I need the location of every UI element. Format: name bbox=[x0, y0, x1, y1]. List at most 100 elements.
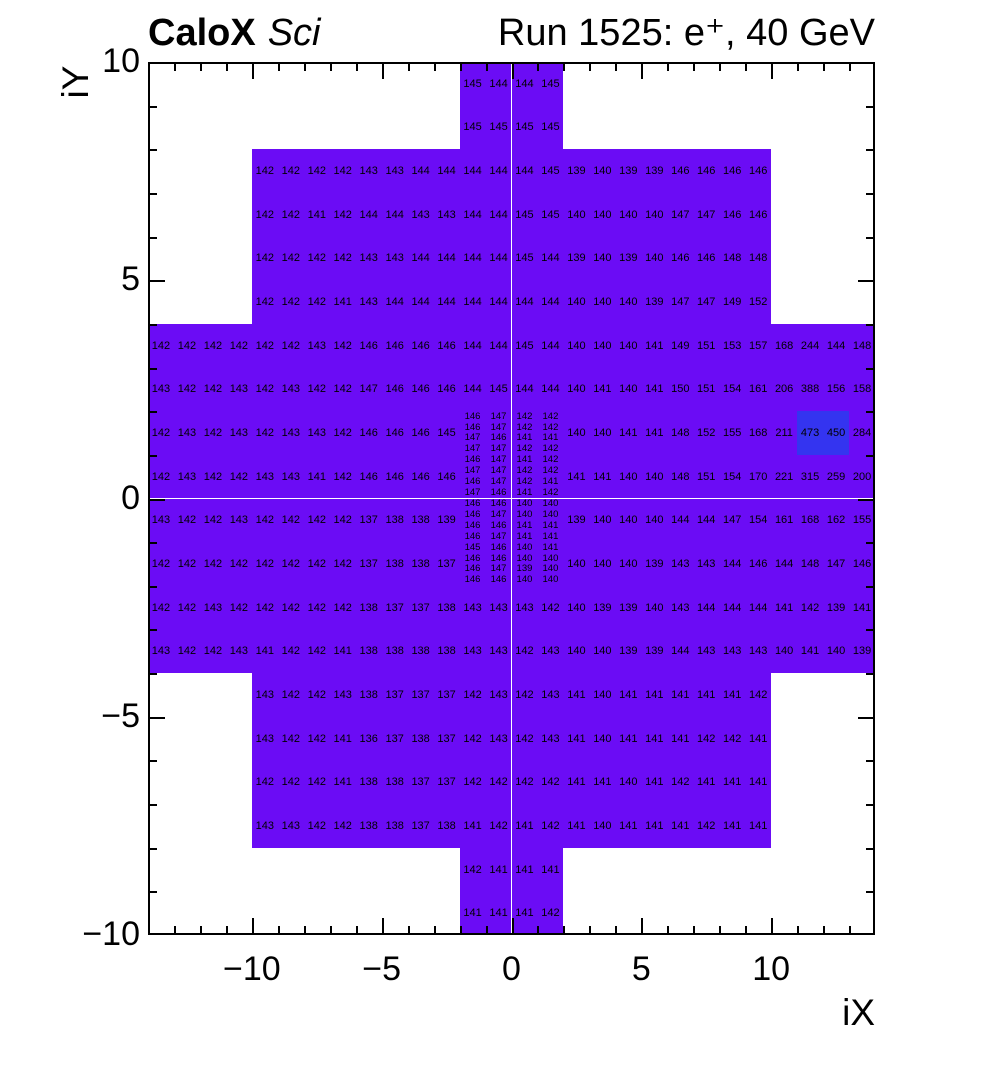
x-tick bbox=[512, 918, 514, 933]
heatmap-cell: 161 bbox=[771, 498, 798, 543]
heatmap-cell: 141 bbox=[329, 716, 356, 761]
x-tick bbox=[849, 926, 851, 933]
x-tick bbox=[667, 64, 669, 71]
heatmap-cell: 141 bbox=[563, 804, 590, 848]
x-tick-label: −10 bbox=[223, 950, 281, 988]
heatmap-cell: 141 bbox=[615, 804, 642, 848]
heatmap-cell: 143 bbox=[537, 629, 564, 674]
heatmap-cell: 140 bbox=[563, 585, 590, 630]
y-tick bbox=[150, 368, 157, 370]
heatmap-cell: 143 bbox=[251, 454, 278, 499]
heatmap-cell: 141 bbox=[511, 891, 538, 935]
heatmap-cell: 142 bbox=[537, 411, 564, 423]
y-tick-label: −10 bbox=[82, 915, 140, 953]
heatmap-cell: 139 bbox=[641, 542, 668, 586]
x-tick bbox=[589, 926, 591, 933]
x-tick bbox=[797, 926, 799, 933]
heatmap-cell: 144 bbox=[433, 280, 460, 324]
heatmap-cell: 147 bbox=[693, 192, 720, 237]
x-tick bbox=[667, 926, 669, 933]
heatmap-cell: 151 bbox=[693, 367, 720, 412]
heatmap-cell: 146 bbox=[381, 454, 408, 499]
heatmap-cell: 140 bbox=[589, 673, 616, 717]
heatmap-cell: 139 bbox=[615, 236, 642, 281]
heatmap-cell: 142 bbox=[511, 411, 538, 423]
x-tick-label: 0 bbox=[502, 950, 521, 988]
heatmap-cell: 141 bbox=[589, 367, 616, 412]
heatmap-cell: 144 bbox=[667, 629, 694, 674]
heatmap-cell: 144 bbox=[693, 585, 720, 630]
heatmap-cell: 156 bbox=[823, 367, 850, 412]
heatmap-cell: 144 bbox=[511, 280, 538, 324]
heatmap-cell: 473 bbox=[797, 411, 824, 455]
heatmap-cell: 143 bbox=[251, 804, 278, 848]
heatmap-cell: 143 bbox=[407, 192, 434, 237]
heatmap-cell: 141 bbox=[537, 520, 564, 532]
heatmap-cell: 142 bbox=[199, 411, 226, 455]
heatmap-cell: 142 bbox=[511, 716, 538, 761]
y-tick bbox=[150, 542, 157, 544]
heatmap-cell: 142 bbox=[303, 760, 330, 805]
heatmap-cell: 143 bbox=[277, 367, 304, 412]
heatmap-cell: 146 bbox=[355, 454, 382, 499]
heatmap-cell: 140 bbox=[563, 629, 590, 674]
heatmap-cell: 148 bbox=[719, 236, 746, 281]
heatmap-cell: 146 bbox=[355, 411, 382, 455]
x-tick bbox=[330, 64, 332, 71]
x-tick bbox=[719, 926, 721, 933]
heatmap-cell: 140 bbox=[615, 192, 642, 237]
heatmap-cell: 142 bbox=[199, 454, 226, 499]
heatmap-cell: 146 bbox=[485, 498, 512, 510]
heatmap-cell: 147 bbox=[667, 192, 694, 237]
heatmap-cell: 142 bbox=[537, 422, 564, 434]
heatmap-cell: 158 bbox=[849, 367, 875, 412]
heatmap-cell: 148 bbox=[667, 454, 694, 499]
heatmap-cell: 140 bbox=[589, 236, 616, 281]
heatmap-cell: 147 bbox=[355, 367, 382, 412]
heatmap-cell: 154 bbox=[719, 454, 746, 499]
y-tick bbox=[866, 237, 873, 239]
heatmap-cell: 144 bbox=[485, 149, 512, 193]
heatmap-cell: 142 bbox=[277, 498, 304, 543]
heatmap-cell: 138 bbox=[433, 585, 460, 630]
heatmap-cell: 143 bbox=[459, 585, 486, 630]
y-tick bbox=[866, 106, 873, 108]
heatmap-cell: 151 bbox=[693, 454, 720, 499]
heatmap-cell: 147 bbox=[667, 280, 694, 324]
heatmap-cell: 138 bbox=[355, 673, 382, 717]
heatmap-cell: 141 bbox=[485, 891, 512, 935]
heatmap-cell: 146 bbox=[719, 149, 746, 193]
heatmap-cell: 143 bbox=[277, 411, 304, 455]
heatmap-cell: 142 bbox=[693, 716, 720, 761]
heatmap-cell: 147 bbox=[485, 477, 512, 488]
heatmap-cell: 144 bbox=[459, 367, 486, 412]
heatmap-cell: 139 bbox=[563, 149, 590, 193]
heatmap-cell: 142 bbox=[329, 585, 356, 630]
heatmap-cell: 145 bbox=[511, 323, 538, 368]
heatmap-cell: 146 bbox=[485, 542, 512, 554]
heatmap-cell: 141 bbox=[537, 542, 564, 554]
heatmap-cell: 141 bbox=[745, 804, 772, 848]
heatmap-cell: 147 bbox=[719, 498, 746, 543]
heatmap-cell: 140 bbox=[589, 192, 616, 237]
heatmap-cell: 142 bbox=[148, 411, 174, 455]
heatmap-cell: 140 bbox=[589, 716, 616, 761]
heatmap-cell: 141 bbox=[641, 760, 668, 805]
heatmap-cell: 146 bbox=[849, 542, 875, 586]
detector-name: Sci bbox=[267, 12, 321, 54]
y-tick bbox=[866, 804, 873, 806]
heatmap-cell: 200 bbox=[849, 454, 875, 499]
heatmap-cell: 143 bbox=[173, 411, 200, 455]
heatmap-cell: 143 bbox=[667, 542, 694, 586]
x-tick bbox=[797, 64, 799, 71]
heatmap-cell: 147 bbox=[485, 531, 512, 543]
heatmap-cell: 315 bbox=[797, 454, 824, 499]
x-tick bbox=[226, 64, 228, 71]
heatmap-cell: 143 bbox=[225, 411, 252, 455]
y-tick bbox=[150, 673, 157, 675]
heatmap-cell: 144 bbox=[511, 149, 538, 193]
x-tick bbox=[693, 926, 695, 933]
x-tick bbox=[330, 926, 332, 933]
heatmap-cell: 168 bbox=[771, 323, 798, 368]
heatmap-cell: 140 bbox=[823, 629, 850, 674]
